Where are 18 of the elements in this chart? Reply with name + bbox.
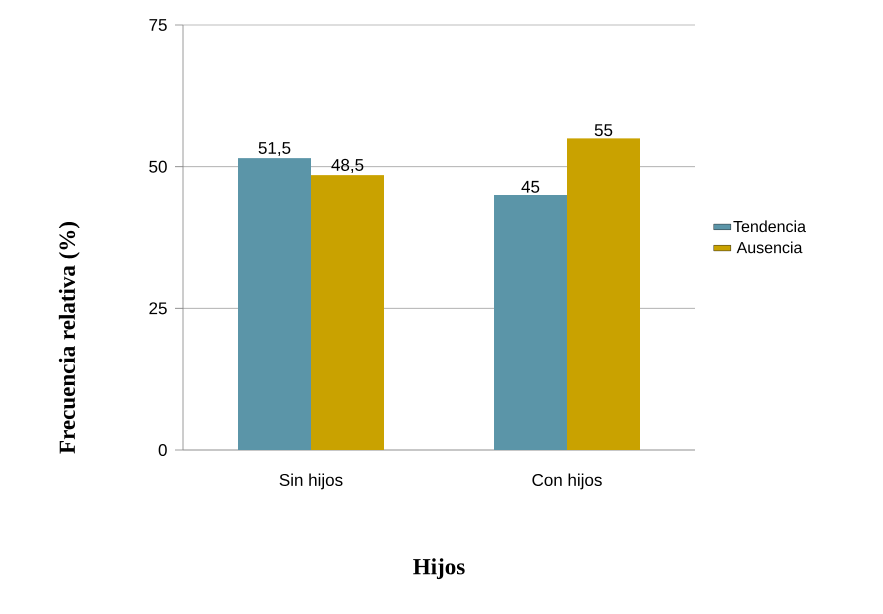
bar (494, 195, 568, 450)
legend-label: Tendencia (733, 220, 806, 232)
bar (567, 138, 640, 450)
bar (238, 158, 312, 450)
data-label: 51,5 (258, 142, 290, 156)
data-label: 48,5 (331, 158, 364, 173)
x-tick-label: Con hijos (532, 474, 602, 490)
y-tick-label: 25 (149, 302, 167, 314)
legend-label: Ausencia (736, 242, 802, 254)
x-tick-label: Sin hijos (280, 474, 342, 490)
y-tick-label: 0 (158, 444, 167, 456)
bar (311, 175, 384, 450)
data-label: 55 (594, 124, 612, 136)
y-tick-label: 50 (149, 160, 167, 173)
x-axis-title: Hijos (413, 558, 465, 580)
data-label: 45 (521, 180, 540, 193)
y-tick-label: 75 (149, 19, 167, 31)
y-axis-title: Frecuencia relativa (%) (58, 222, 80, 454)
